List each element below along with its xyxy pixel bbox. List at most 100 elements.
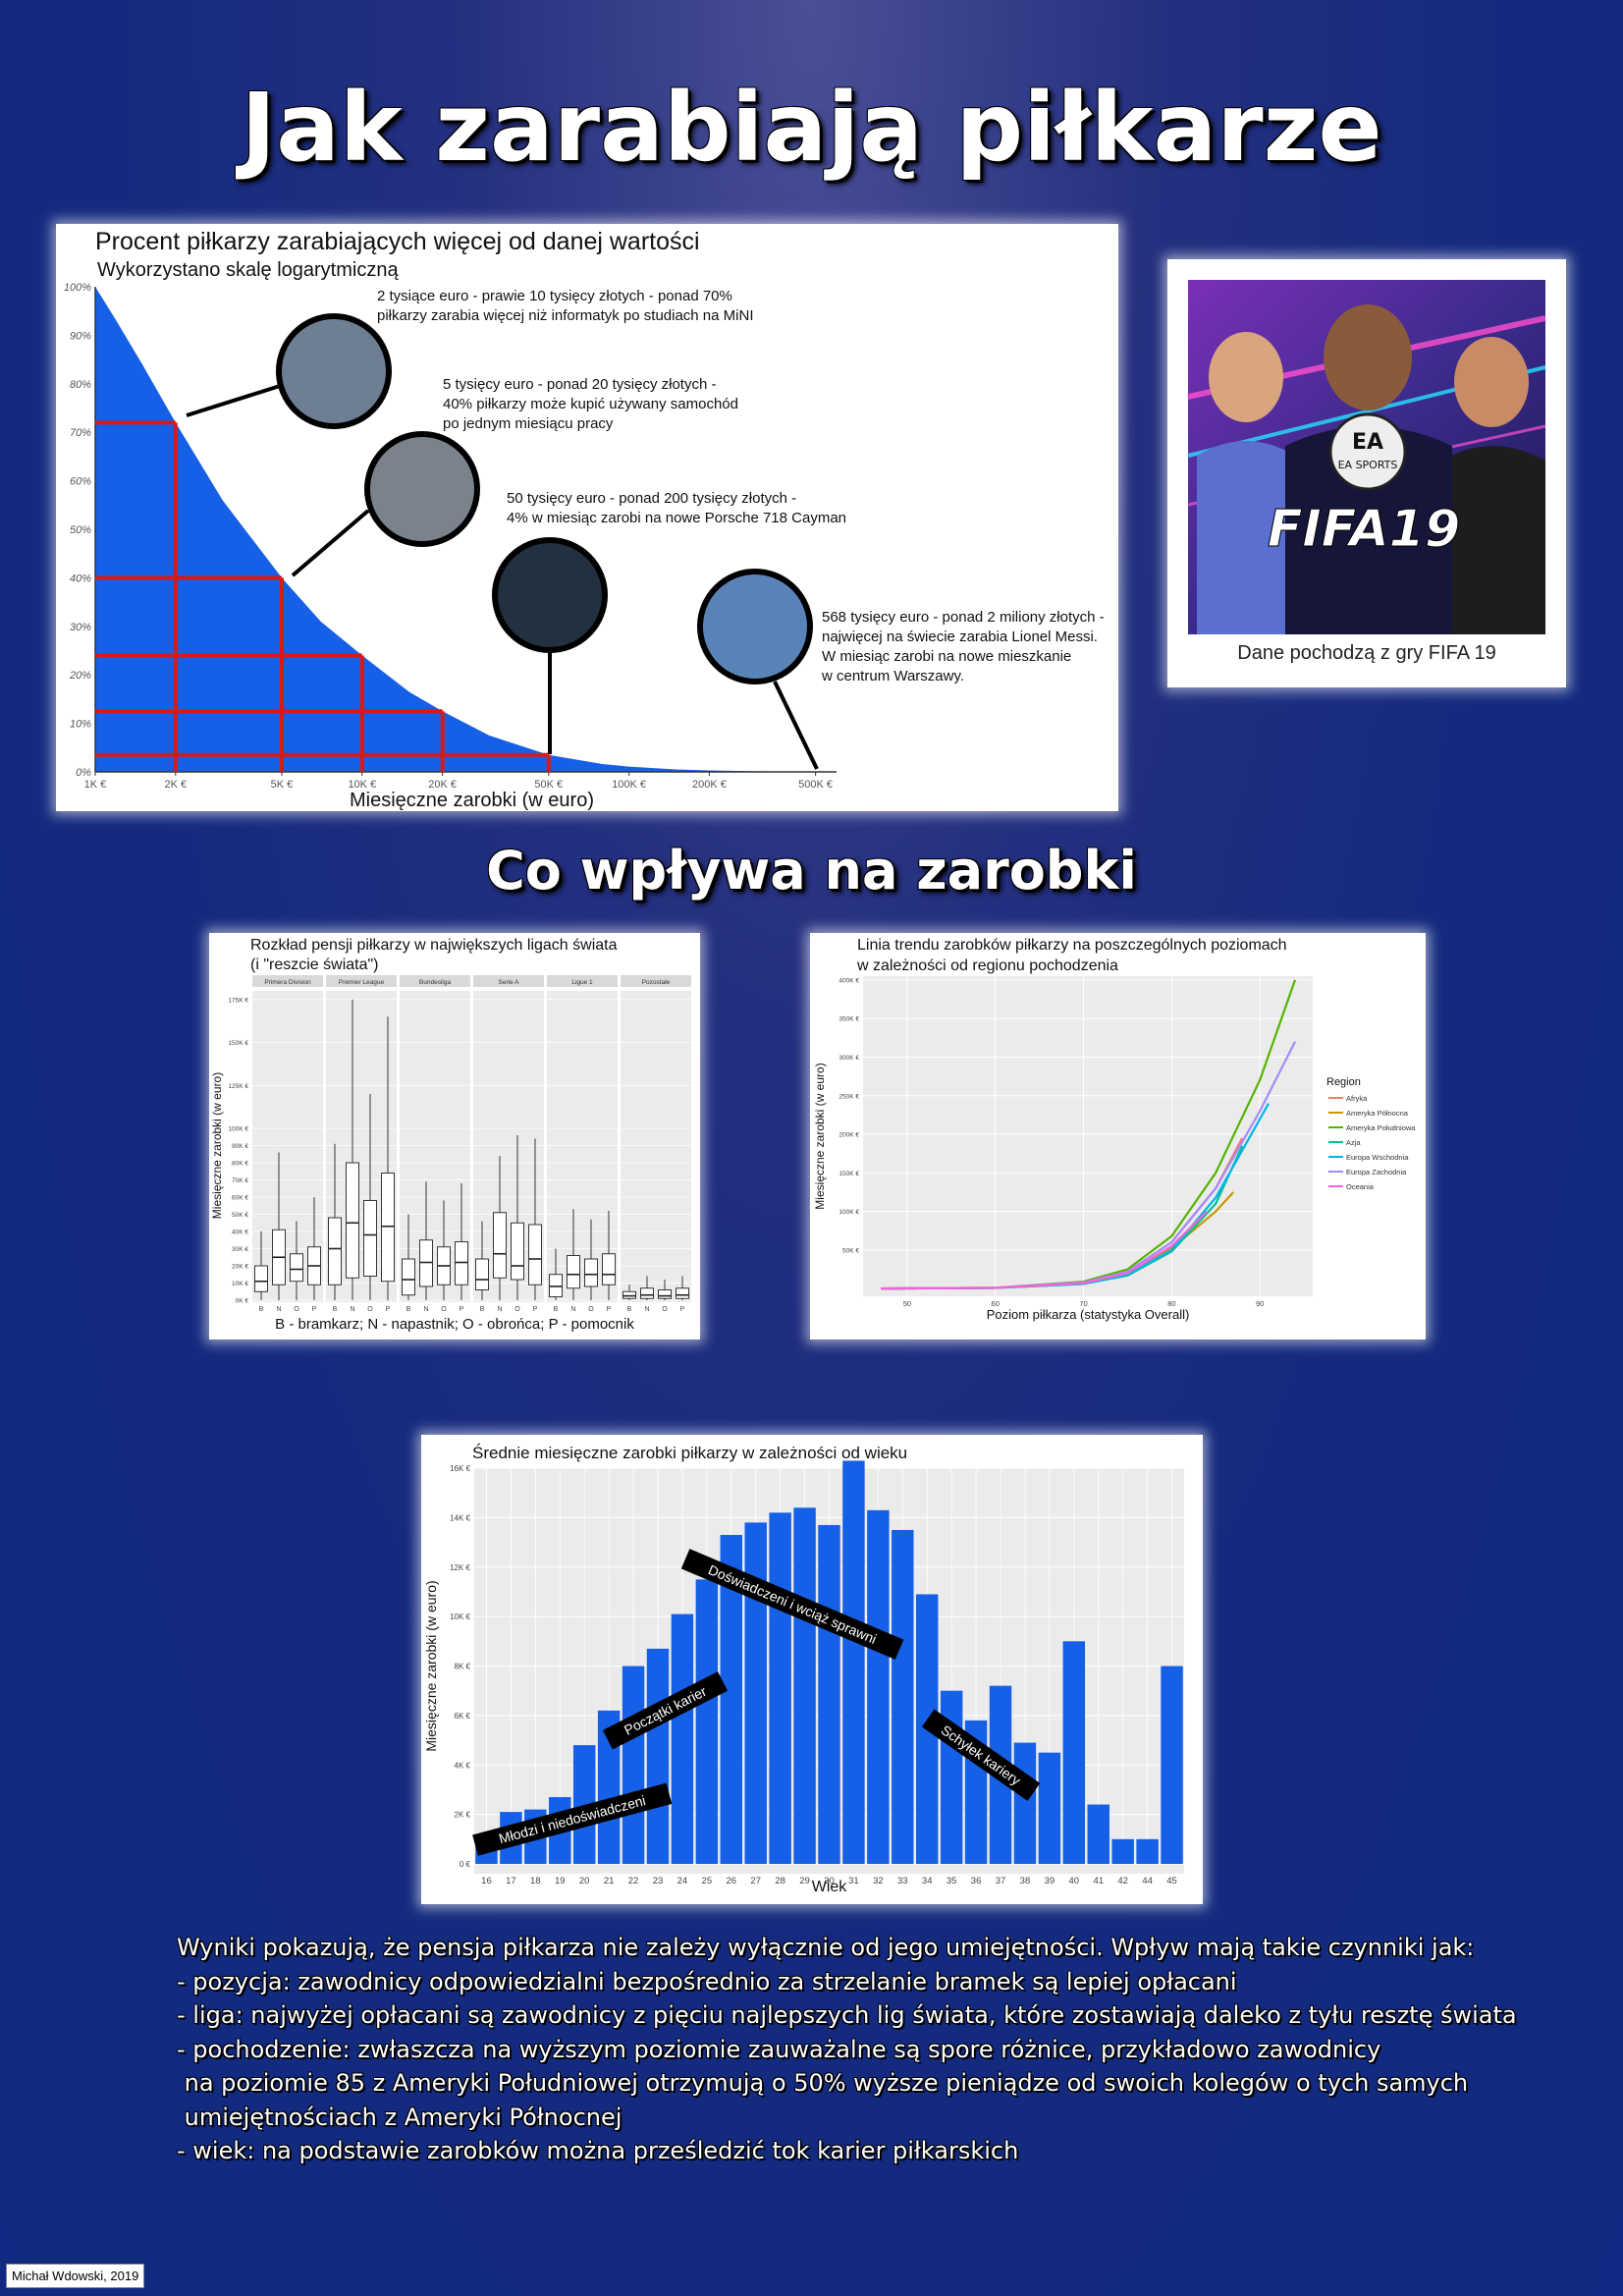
y-tick-label: 175K € xyxy=(228,997,248,1004)
region-trend-chart: Linia trendu zarobków piłkarzy na poszcz… xyxy=(813,937,1416,1322)
x-tick-label: 37 xyxy=(996,1876,1006,1886)
bar xyxy=(793,1507,816,1864)
y-tick-label: 0K € xyxy=(236,1298,249,1305)
annotation-leader xyxy=(773,681,819,770)
x-tick-label: 31 xyxy=(848,1876,859,1886)
bar xyxy=(1087,1804,1109,1864)
box xyxy=(290,1253,303,1283)
y-tick-label: 30% xyxy=(70,622,91,633)
earnings-distribution-panel: Procent piłkarzy zarabiających więcej od… xyxy=(56,224,1118,811)
annotation-text: W miesiąc zarobi na nowe mieszkanie xyxy=(822,648,1071,665)
x-tick-label: B xyxy=(480,1306,485,1313)
y-tick-label: 100% xyxy=(64,282,91,294)
trend-line xyxy=(880,1210,1208,1290)
y-tick-label: 100K € xyxy=(839,1209,859,1216)
bar xyxy=(720,1535,742,1864)
y-tick-label: 16K € xyxy=(450,1464,470,1473)
bar xyxy=(1013,1742,1037,1864)
y-tick-label: 60% xyxy=(70,476,91,488)
x-tick-label: 20 xyxy=(579,1876,590,1886)
bar xyxy=(671,1613,694,1864)
x-tick-label: 80 xyxy=(1167,1299,1175,1308)
x-tick-label: 200K € xyxy=(692,779,727,791)
legend-label: Ameryka Północna xyxy=(1346,1109,1409,1118)
x-tick-label: 28 xyxy=(775,1876,785,1886)
y-tick-label: 20K € xyxy=(232,1264,248,1271)
x-tick-label: N xyxy=(276,1306,281,1313)
box xyxy=(328,1217,342,1285)
facet-label: Pozostałe xyxy=(642,979,671,986)
box xyxy=(602,1253,616,1285)
x-tick-label: 27 xyxy=(750,1876,761,1886)
x-tick-label: 70 xyxy=(1079,1299,1087,1308)
x-tick-label: B xyxy=(627,1306,632,1313)
box xyxy=(584,1258,598,1287)
facet-strip xyxy=(473,975,544,987)
x-tick-label: 33 xyxy=(897,1876,908,1886)
legend-label: Oceania xyxy=(1346,1182,1375,1191)
fifa-caption: Dane pochodzą z gry FIFA 19 xyxy=(1237,642,1496,664)
box xyxy=(254,1265,268,1292)
y-tick-label: 200K € xyxy=(839,1132,859,1139)
facet-label: Premier League xyxy=(339,979,385,986)
y-axis-label: Miesięczne zarobki (w euro) xyxy=(423,1580,439,1751)
fifa-source-panel: EA EA SPORTS FIFA19 Dane pochodzą z gry … xyxy=(1167,259,1566,687)
bar xyxy=(744,1522,767,1864)
box xyxy=(528,1224,542,1285)
x-tick-label: 21 xyxy=(604,1876,615,1886)
facet-label: Serie A xyxy=(499,979,520,986)
x-axis-label: Wiek xyxy=(812,1879,848,1895)
y-tick-label: 12K € xyxy=(450,1563,470,1572)
fifa-cover-brand: EA SPORTS xyxy=(1338,459,1398,471)
region-trend-panel: Linia trendu zarobków piłkarzy na poszcz… xyxy=(810,933,1426,1339)
conclusions-text: Wyniki pokazują, że pensja piłkarza nie … xyxy=(177,1931,1551,2168)
x-tick-label: P xyxy=(680,1306,685,1313)
facet-strip xyxy=(252,975,323,987)
bar xyxy=(572,1745,596,1864)
y-tick-label: 300K € xyxy=(839,1055,859,1062)
bar xyxy=(646,1648,670,1864)
conclusion-line: - wiek: na podstawie zarobków można prze… xyxy=(177,2137,1019,2164)
age-earnings-panel: Średnie miesięczne zarobki piłkarzy w za… xyxy=(421,1435,1203,1904)
facet-strip xyxy=(621,975,691,987)
bar xyxy=(695,1579,719,1864)
x-tick-label: O xyxy=(441,1306,447,1313)
y-tick-label: 80K € xyxy=(232,1161,248,1168)
x-axis-label: Poziom piłkarza (statystyka Overall) xyxy=(987,1307,1190,1322)
x-axis-label: Miesięczne zarobki (w euro) xyxy=(350,790,594,811)
bar xyxy=(818,1524,840,1864)
y-tick-label: 40K € xyxy=(232,1230,248,1236)
x-tick-label: 29 xyxy=(799,1876,810,1886)
box xyxy=(346,1162,359,1279)
annotation-text: piłkarzy zarabia więcej niż informatyk p… xyxy=(377,307,754,324)
x-tick-label: 44 xyxy=(1142,1876,1153,1886)
facet-label: Ligue 1 xyxy=(571,979,593,986)
y-tick-label: 20% xyxy=(69,670,91,682)
x-tick-label: B xyxy=(554,1306,559,1313)
box xyxy=(402,1258,415,1296)
x-tick-label: 20K € xyxy=(428,779,457,791)
y-tick-label: 6K € xyxy=(455,1712,471,1721)
y-tick-label: 10K € xyxy=(232,1281,248,1287)
y-tick-label: 70% xyxy=(70,427,91,439)
annotation-box xyxy=(921,1709,1041,1801)
annotation-leader xyxy=(186,384,281,417)
chart-subtitle: (i "reszcie świata") xyxy=(250,957,379,973)
x-tick-label: 35 xyxy=(947,1876,957,1886)
annotation-text: 568 tysięcy euro - ponad 2 miliony złoty… xyxy=(822,609,1105,626)
x-tick-label: 60 xyxy=(992,1299,1000,1308)
facet-strip xyxy=(547,975,618,987)
y-tick-label: 80% xyxy=(70,379,91,391)
y-tick-label: 2K € xyxy=(455,1811,471,1820)
x-tick-label: P xyxy=(460,1306,464,1313)
annotation-text: w centrum Warszawy. xyxy=(821,668,964,684)
x-tick-label: 38 xyxy=(1020,1876,1031,1886)
chart-title: Średnie miesięczne zarobki piłkarzy w za… xyxy=(472,1444,907,1462)
conclusion-line: - pozycja: zawodnicy odpowiedzialni bezp… xyxy=(177,1967,1237,1995)
section-title: Co wpływa na zarobki xyxy=(486,840,1137,902)
y-tick-label: 100K € xyxy=(228,1126,248,1133)
y-tick-label: 250K € xyxy=(839,1093,859,1100)
y-tick-label: 90K € xyxy=(232,1143,248,1150)
x-tick-label: 5K € xyxy=(271,779,294,791)
x-tick-label: 36 xyxy=(971,1876,982,1886)
